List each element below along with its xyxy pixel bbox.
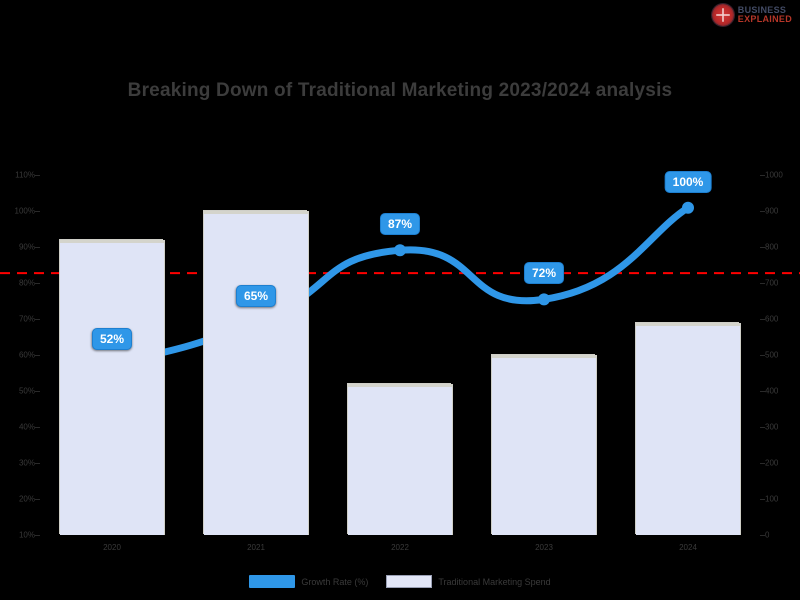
right-axis-tick-label: 800 <box>765 242 779 252</box>
right-axis-tick-mark <box>760 283 765 284</box>
right-axis-tick-label: 900 <box>765 206 779 216</box>
right-axis-tick-mark <box>760 319 765 320</box>
chart-legend: Growth Rate (%) Traditional Marketing Spe… <box>0 575 800 588</box>
left-axis-tick-mark <box>35 355 40 356</box>
legend-label: Growth Rate (%) <box>301 576 369 587</box>
left-axis-tick-mark <box>35 283 40 284</box>
left-axis-tick-label: 50% <box>18 386 35 396</box>
left-axis-tick-label: 80% <box>18 278 35 288</box>
left-axis-tick-mark <box>35 391 40 392</box>
legend-swatch-line <box>249 575 296 588</box>
left-axis-tick-mark <box>35 175 40 176</box>
left-axis-tick-mark <box>35 247 40 248</box>
legend-label: Traditional Marketing Spend <box>438 576 551 587</box>
bar <box>348 383 452 535</box>
y-axis-right: 1000 900 800 700 600 500 400 300 200 100 0 <box>760 171 800 540</box>
logo-line-1: BUSINESS <box>737 4 787 15</box>
bar <box>492 355 596 535</box>
right-axis-tick-mark <box>760 247 765 248</box>
legend-swatch-bar <box>386 575 433 588</box>
data-label: 72% <box>523 262 565 285</box>
legend-item[interactable]: Growth Rate (%) <box>249 575 368 588</box>
left-axis-tick-label: 40% <box>18 422 35 432</box>
right-axis-tick-label: 500 <box>765 350 779 360</box>
logo-wordmark: BUSINESS EXPLAINED <box>737 4 792 24</box>
line-data-point <box>538 293 550 306</box>
x-axis-tick-label: 2023 <box>535 543 553 552</box>
right-axis-tick-label: 200 <box>765 458 779 468</box>
right-axis-tick-mark <box>760 391 765 392</box>
data-label: 65% <box>235 285 277 308</box>
right-axis-tick-label: 100 <box>765 494 779 504</box>
left-axis-tick-label: 20% <box>18 494 35 504</box>
y-axis-left: 110% 100% 90% 80% 70% 60% 50% 40% 30% 20% 10% <box>0 171 40 540</box>
bar <box>636 322 740 535</box>
x-axis-tick-label: 2022 <box>391 543 409 552</box>
data-label: 52% <box>91 327 133 350</box>
left-axis-tick-label: 70% <box>18 314 35 324</box>
plot-area: 2020 2021 2022 2023 2024 52% 65% 87% 72% 100% <box>0 170 800 552</box>
x-axis-tick-label: 2021 <box>247 543 265 552</box>
left-axis-tick-mark <box>35 535 40 536</box>
left-axis-tick-label: 10% <box>18 530 35 540</box>
data-label: 87% <box>379 213 421 236</box>
right-axis-tick-mark <box>760 499 765 500</box>
bar <box>60 239 164 535</box>
line-data-point <box>394 244 406 257</box>
right-axis-tick-mark <box>760 463 765 464</box>
right-axis-tick-label: 600 <box>765 314 779 324</box>
logo-mark-icon <box>711 4 734 26</box>
left-axis-tick-mark <box>35 463 40 464</box>
data-label: 100% <box>664 170 712 193</box>
x-axis-tick-label: 2024 <box>679 543 697 552</box>
right-axis-tick-mark <box>760 427 765 428</box>
legend-item[interactable]: Traditional Marketing Spend <box>386 575 551 588</box>
right-axis-tick-mark <box>760 355 765 356</box>
right-axis-tick-mark <box>760 211 765 212</box>
left-axis-tick-label: 30% <box>18 458 35 468</box>
left-axis-tick-mark <box>35 211 40 212</box>
left-axis-tick-mark <box>35 499 40 500</box>
chart-title: Breaking Down of Traditional Marketing 2… <box>127 80 673 101</box>
x-axis-tick-label: 2020 <box>103 543 121 552</box>
left-axis-tick-label: 90% <box>18 242 35 252</box>
line-data-point <box>682 201 694 214</box>
right-axis-tick-label: 400 <box>765 386 779 396</box>
bar <box>204 211 308 535</box>
right-axis-tick-mark <box>760 535 765 536</box>
left-axis-tick-label: 60% <box>18 350 35 360</box>
right-axis-tick-mark <box>760 175 765 176</box>
right-axis-tick-label: 700 <box>765 278 779 288</box>
right-axis-tick-label: 300 <box>765 422 779 432</box>
logo-line-2: EXPLAINED <box>737 14 792 24</box>
left-axis-tick-mark <box>35 427 40 428</box>
right-axis-tick-label: 1000 <box>765 170 783 180</box>
left-axis-tick-label: 110% <box>15 170 35 180</box>
left-axis-tick-mark <box>35 319 40 320</box>
left-axis-tick-label: 100% <box>14 206 35 216</box>
right-axis-tick-label: 0 <box>765 530 770 540</box>
brand-logo: BUSINESS EXPLAINED <box>711 4 792 26</box>
